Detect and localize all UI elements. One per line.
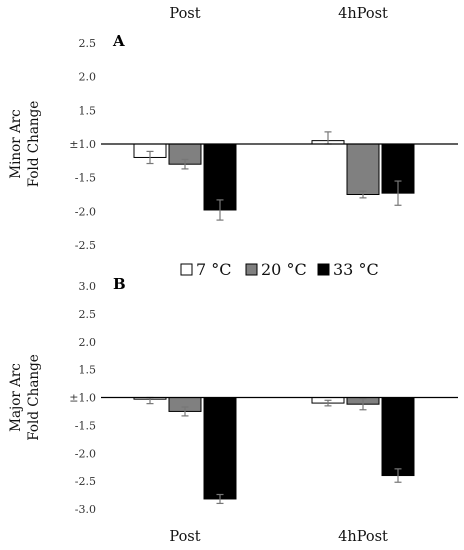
y-tick-label: 3.0 — [79, 280, 97, 293]
panel-b: B Major Arc Fold Change 3.0 2.5 2.0 1.5 ±1.0… — [8, 275, 458, 545]
panel-label-b: B — [113, 275, 126, 293]
y-ticks: 2.5 2.0 1.5 ±1.0 -1.5 -2.0 -2.5 — [69, 37, 96, 252]
y-axis-label-line2: Fold Change — [26, 354, 42, 440]
category-label-4hpost-top: 4hPost — [338, 6, 388, 22]
y-tick-label: -1.5 — [75, 419, 96, 432]
y-tick-label: 1.5 — [79, 364, 97, 377]
panel-label-a: A — [112, 32, 125, 50]
category-label-4hpost-bottom: 4hPost — [338, 529, 388, 545]
y-tick-label: 2.5 — [79, 308, 97, 321]
y-tick-label: -2.0 — [75, 205, 96, 218]
y-tick-label: -1.5 — [75, 172, 96, 185]
category-label-post-bottom: Post — [169, 529, 200, 545]
bar-33c — [203, 143, 237, 211]
y-tick-label: 2.0 — [79, 71, 97, 84]
category-label-post-top: Post — [169, 6, 200, 22]
bar-33c — [203, 397, 237, 500]
y-tick-label: ±1.0 — [69, 138, 96, 151]
bar-20c — [346, 143, 380, 195]
y-axis-label-line2: Fold Change — [26, 101, 42, 187]
y-ticks: 3.0 2.5 2.0 1.5 ±1.0 -1.5 -2.0 -2.5 -3.0 — [69, 280, 96, 516]
legend-swatch-33c — [317, 263, 330, 276]
y-tick-label: -2.5 — [75, 475, 96, 488]
panel-a: Post 4hPost A Minor Arc Fold Change 2.52… — [8, 6, 458, 252]
y-tick-label: -2.5 — [75, 239, 96, 252]
y-tick-label: 1.5 — [79, 104, 97, 117]
y-axis-label-line1: Major Arc — [8, 363, 24, 432]
y-tick-label: ±1.0 — [69, 392, 96, 405]
legend-label-7c: 7 °C — [196, 260, 232, 279]
y-tick-label: 2.0 — [79, 336, 97, 349]
y-tick-label: -3.0 — [75, 503, 96, 516]
bars — [133, 396, 415, 505]
y-tick-label: 2.5 — [79, 37, 97, 50]
legend-label-20c: 20 °C — [261, 260, 307, 279]
legend: 7 °C 20 °C 33 °C — [180, 260, 379, 279]
bars — [133, 131, 415, 221]
y-tick-label: -2.0 — [75, 447, 96, 460]
legend-swatch-7c — [180, 263, 193, 276]
legend-label-33c: 33 °C — [333, 260, 379, 279]
y-axis-label-line1: Minor Arc — [8, 109, 24, 178]
bar-33c — [381, 397, 415, 477]
legend-swatch-20c — [245, 263, 258, 276]
